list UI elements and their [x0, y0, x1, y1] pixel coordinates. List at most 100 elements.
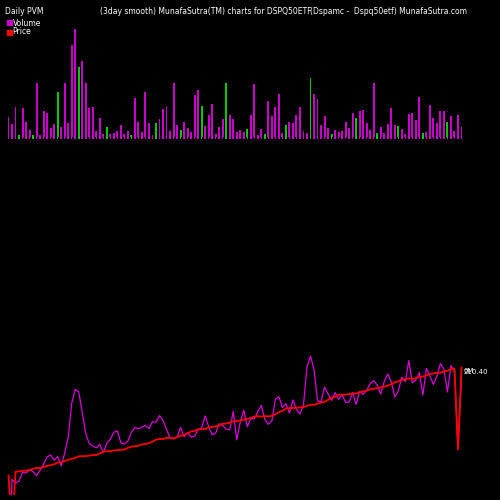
Bar — [443, 111, 445, 138]
Bar — [324, 116, 326, 138]
Bar — [32, 134, 34, 138]
Bar — [113, 133, 115, 138]
Bar — [440, 137, 441, 138]
Bar — [155, 137, 157, 138]
Bar — [138, 137, 139, 138]
Bar — [130, 137, 132, 138]
Bar — [313, 94, 315, 138]
Text: Volume: Volume — [12, 18, 41, 28]
Bar — [232, 119, 234, 138]
Bar — [218, 126, 220, 138]
Bar — [53, 124, 55, 138]
Bar — [426, 137, 427, 138]
Bar — [412, 112, 414, 138]
Bar — [390, 137, 392, 138]
Bar — [436, 137, 438, 138]
Bar — [166, 137, 168, 138]
Bar — [236, 137, 238, 138]
Bar — [28, 130, 30, 138]
Bar — [369, 130, 371, 138]
Bar — [257, 135, 259, 138]
Bar — [198, 137, 199, 138]
Bar — [64, 83, 66, 138]
Bar — [60, 137, 62, 138]
Bar — [214, 134, 216, 138]
Bar — [296, 114, 298, 138]
Bar — [274, 137, 276, 138]
Text: Daily PVM: Daily PVM — [5, 8, 44, 16]
Bar — [85, 137, 86, 138]
Bar — [106, 137, 108, 138]
Bar — [22, 108, 24, 138]
Bar — [204, 126, 206, 138]
Bar — [302, 131, 304, 138]
Text: ■: ■ — [5, 28, 13, 36]
Bar — [166, 106, 168, 138]
Bar — [240, 130, 241, 138]
Bar — [418, 137, 420, 138]
Bar — [274, 106, 276, 138]
Bar — [328, 137, 329, 138]
Bar — [29, 137, 30, 138]
Bar — [282, 132, 284, 138]
Bar — [78, 67, 80, 138]
Bar — [155, 123, 157, 138]
Bar — [398, 126, 399, 138]
Bar — [8, 137, 10, 138]
Bar — [211, 104, 213, 138]
Bar — [429, 104, 431, 138]
Bar — [380, 126, 382, 138]
Bar — [92, 106, 94, 138]
Bar — [338, 137, 340, 138]
Bar — [162, 109, 164, 138]
Bar — [218, 137, 220, 138]
Bar — [36, 137, 38, 138]
Bar — [127, 137, 128, 138]
Bar — [8, 117, 10, 138]
Bar — [186, 128, 188, 138]
Bar — [243, 137, 244, 138]
Bar — [120, 124, 122, 138]
Bar — [401, 128, 403, 138]
Bar — [257, 137, 258, 138]
Bar — [320, 137, 322, 138]
Text: ■: ■ — [5, 18, 13, 28]
Bar — [176, 137, 178, 138]
Bar — [246, 137, 248, 138]
Bar — [194, 95, 196, 138]
Bar — [172, 83, 174, 138]
Bar — [432, 118, 434, 138]
Bar — [390, 108, 392, 138]
Bar — [345, 137, 346, 138]
Bar — [240, 137, 241, 138]
Bar — [15, 137, 16, 138]
Bar — [384, 137, 385, 138]
Bar — [250, 137, 252, 138]
Bar — [446, 137, 448, 138]
Bar — [359, 137, 360, 138]
Text: 210.40: 210.40 — [463, 370, 487, 376]
Bar — [243, 132, 244, 138]
Bar — [288, 137, 290, 138]
Bar — [46, 113, 48, 138]
Bar — [184, 137, 185, 138]
Bar — [418, 98, 420, 138]
Bar — [120, 137, 122, 138]
Bar — [302, 137, 304, 138]
Bar — [68, 137, 69, 138]
Bar — [222, 137, 224, 138]
Bar — [278, 137, 280, 138]
Bar — [460, 137, 462, 138]
Bar — [254, 84, 256, 138]
Bar — [204, 137, 206, 138]
Bar — [268, 102, 270, 138]
Bar — [124, 134, 126, 138]
Bar — [116, 132, 118, 138]
Bar — [278, 94, 280, 138]
Bar — [310, 137, 312, 138]
Bar — [25, 122, 27, 138]
Bar — [71, 45, 72, 138]
Bar — [264, 137, 266, 138]
Bar — [32, 137, 34, 138]
Bar — [366, 123, 368, 138]
